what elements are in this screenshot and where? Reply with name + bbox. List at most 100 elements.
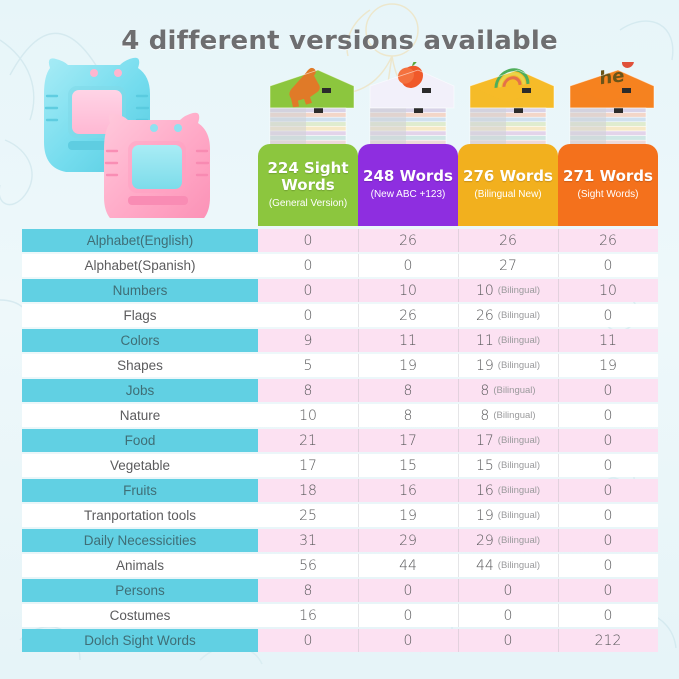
cell-v224: 8: [258, 579, 358, 602]
cell-value: 0: [603, 407, 613, 424]
version-subtitle: (Bilingual New): [474, 189, 542, 200]
cell-v271: 0: [558, 604, 658, 627]
cell-value: 25: [299, 507, 317, 524]
cell-v276: 16 (Bilingual): [458, 479, 558, 502]
column-divider: [358, 304, 359, 327]
cell-value: 0: [503, 582, 513, 599]
cell-v248: 8: [358, 379, 458, 402]
table-row: Colors 9 11 11 (Bilingual) 11: [0, 328, 679, 353]
cell-value: 0: [603, 507, 613, 524]
row-label: Alphabet(English): [22, 229, 258, 252]
cell-value: 26: [399, 232, 417, 249]
cell-value: 15: [399, 457, 417, 474]
cell-value: 26: [399, 307, 417, 324]
table-row: Persons 8 0 0 0: [0, 578, 679, 603]
cell-value: 26: [599, 232, 617, 249]
cell-value: 9: [303, 332, 313, 349]
cell-v271: 0: [558, 479, 658, 502]
row-label: Persons: [22, 579, 258, 602]
row-values: 17 15 15 (Bilingual) 0: [258, 454, 658, 477]
table-row: Alphabet(English) 0 26 26 26: [0, 228, 679, 253]
cell-value: 0: [303, 632, 313, 649]
column-divider: [358, 504, 359, 527]
column-divider: [458, 379, 459, 402]
cell-v248: 10: [358, 279, 458, 302]
column-divider: [458, 504, 459, 527]
cell-value: 8: [480, 407, 490, 424]
version-header-v224[interactable]: 224 Sight Words (General Version): [258, 144, 358, 226]
cell-value: 16: [299, 607, 317, 624]
row-values: 31 29 29 (Bilingual) 0: [258, 529, 658, 552]
row-values: 16 0 0 0: [258, 604, 658, 627]
version-header-v271[interactable]: 271 Words (Sight Words): [558, 144, 658, 226]
cell-v224: 0: [258, 304, 358, 327]
cell-v224: 18: [258, 479, 358, 502]
row-label: Vegetable: [22, 454, 258, 477]
card-box-photos: he: [258, 55, 658, 150]
cell-value: 26: [475, 307, 494, 324]
column-divider: [458, 604, 459, 627]
cell-value: 19: [475, 507, 494, 524]
cell-value: 10: [299, 407, 317, 424]
cell-v224: 21: [258, 429, 358, 452]
version-header-v276[interactable]: 276 Words (Bilingual New): [458, 144, 558, 226]
cell-value: 0: [303, 257, 313, 274]
cell-value: 19: [399, 507, 417, 524]
cell-v271: 26: [558, 229, 658, 252]
table-row: Numbers 0 10 10 (Bilingual) 10: [0, 278, 679, 303]
cell-value: 212: [594, 632, 622, 649]
cell-v224: 0: [258, 229, 358, 252]
column-divider: [358, 479, 359, 502]
row-values: 0 26 26 26: [258, 229, 658, 252]
column-divider: [558, 329, 559, 352]
column-divider: [358, 254, 359, 277]
cell-v271: 0: [558, 254, 658, 277]
cell-v248: 16: [358, 479, 458, 502]
cell-v248: 15: [358, 454, 458, 477]
cell-v276: 27: [458, 254, 558, 277]
column-divider: [358, 529, 359, 552]
cell-value: 0: [603, 257, 613, 274]
cell-v276: 10 (Bilingual): [458, 279, 558, 302]
cell-value: 29: [475, 532, 494, 549]
column-divider: [358, 429, 359, 452]
cell-v276: 0: [458, 629, 558, 652]
row-label: Tranportation tools: [22, 504, 258, 527]
column-divider: [358, 279, 359, 302]
cell-v248: 0: [358, 629, 458, 652]
table-row: Dolch Sight Words 0 0 0 212: [0, 628, 679, 653]
cell-v224: 56: [258, 554, 358, 577]
cell-v276: 11 (Bilingual): [458, 329, 558, 352]
cell-v248: 26: [358, 304, 458, 327]
cell-value: 17: [399, 432, 417, 449]
cell-value: 0: [403, 582, 413, 599]
column-divider: [358, 329, 359, 352]
cell-value: 10: [475, 282, 494, 299]
cell-note: (Bilingual): [493, 385, 536, 396]
cell-value: 0: [603, 457, 613, 474]
row-label: Animals: [22, 554, 258, 577]
version-header-v248[interactable]: 248 Words (New ABC +123): [358, 144, 458, 226]
cell-value: 0: [503, 607, 513, 624]
cell-value: 0: [603, 382, 613, 399]
cell-value: 0: [603, 607, 613, 624]
card-box-orange-letters: he: [569, 55, 655, 146]
version-title: 248 Words: [363, 167, 453, 185]
column-divider: [458, 429, 459, 452]
row-values: 8 8 8 (Bilingual) 0: [258, 379, 658, 402]
column-divider: [358, 454, 359, 477]
cell-v248: 19: [358, 354, 458, 377]
cell-v271: 0: [558, 429, 658, 452]
cell-v248: 17: [358, 429, 458, 452]
row-values: 18 16 16 (Bilingual) 0: [258, 479, 658, 502]
cell-note: (Bilingual): [497, 310, 541, 321]
cell-value: 0: [603, 557, 613, 574]
column-divider: [558, 279, 559, 302]
column-divider: [558, 304, 559, 327]
column-divider: [458, 304, 459, 327]
version-subtitle: (New ABC +123): [370, 189, 446, 200]
column-divider: [358, 379, 359, 402]
cell-v248: 0: [358, 604, 458, 627]
cell-note: (Bilingual): [497, 285, 541, 296]
cell-note: (Bilingual): [497, 560, 541, 571]
